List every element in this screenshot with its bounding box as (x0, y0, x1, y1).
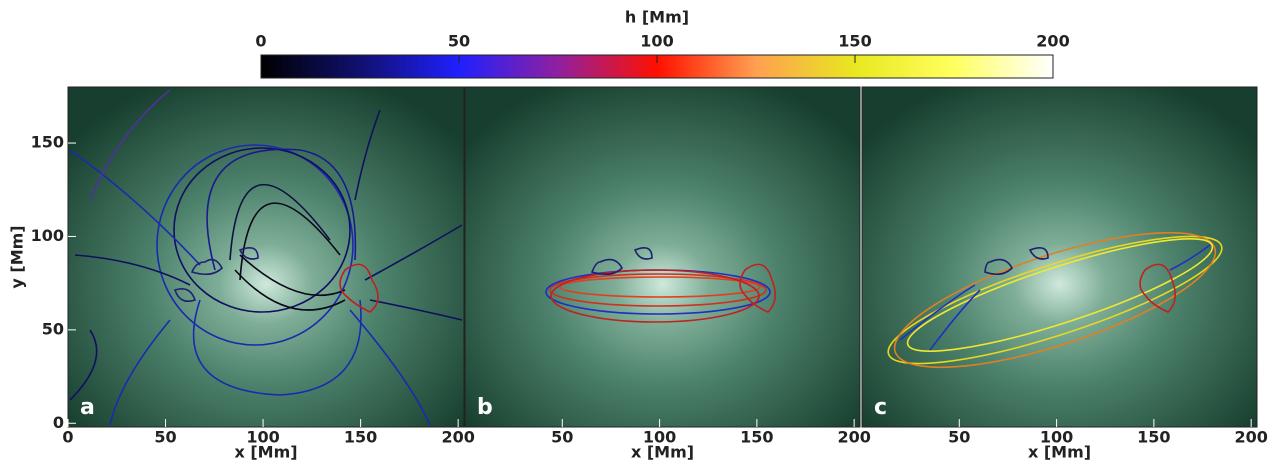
x-tick-label: 50 (154, 428, 176, 447)
panel-label: c (874, 395, 887, 420)
colorbar-tick-label: 50 (448, 32, 470, 51)
x-tick-label: 150 (344, 428, 377, 447)
x-axis-label: x [Mm] (631, 443, 694, 462)
x-tick-label: 200 (441, 428, 474, 447)
x-axis-label: x [Mm] (1028, 443, 1091, 462)
x-tick-label: 100 (1040, 428, 1073, 447)
y-tick-label: 100 (31, 226, 64, 245)
colorbar-tick-label: 100 (640, 32, 673, 51)
x-tick-label: 50 (551, 428, 573, 447)
solar-image (862, 87, 1257, 427)
solar-image (68, 87, 464, 427)
x-tick-label: 150 (1137, 428, 1170, 447)
x-tick-label: 100 (246, 428, 279, 447)
y-tick-label: 150 (31, 133, 64, 152)
x-tick-label: 200 (837, 428, 870, 447)
y-tick-label: 50 (42, 319, 64, 338)
colorbar-tick-label: 200 (1036, 32, 1069, 51)
colorbar-tick-label: 0 (255, 32, 266, 51)
panel-frame (67, 86, 465, 428)
y-axis-label: y [Mm] (8, 225, 27, 288)
solar-image (465, 87, 860, 427)
panel-label: b (477, 395, 493, 420)
panel-label: a (80, 395, 95, 420)
y-tick-label: 0 (53, 413, 64, 432)
x-tick-label: 150 (740, 428, 773, 447)
colorbar-tick-label: 150 (838, 32, 871, 51)
x-axis-label: x [Mm] (234, 443, 297, 462)
field-lines (69, 89, 1223, 426)
colorbar-title: h [Mm] (625, 8, 689, 27)
x-tick-label: 0 (62, 428, 73, 447)
x-tick-label: 100 (643, 428, 676, 447)
panel-frame (861, 86, 1258, 428)
panel-frame (464, 86, 861, 428)
x-tick-label: 50 (948, 428, 970, 447)
x-tick-label: 200 (1234, 428, 1267, 447)
